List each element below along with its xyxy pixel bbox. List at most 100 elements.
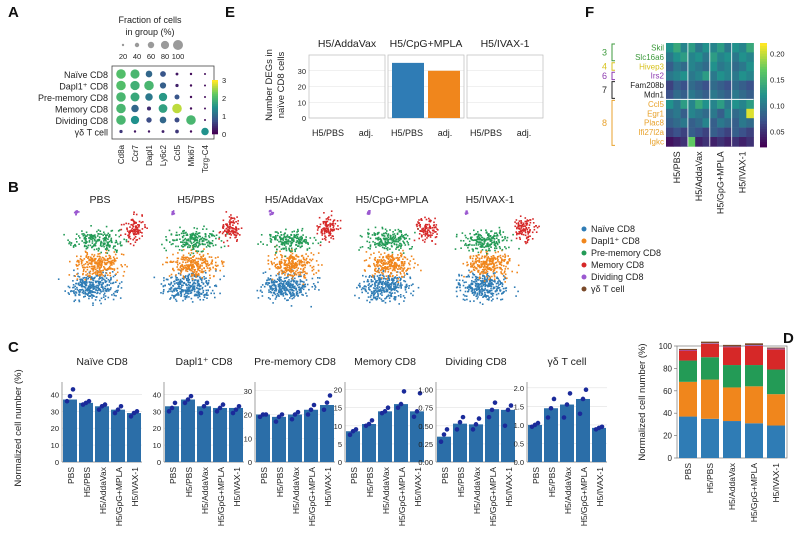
umap-cell <box>483 284 485 286</box>
umap-cell <box>382 227 384 229</box>
umap-cell <box>294 265 296 267</box>
umap-cell <box>101 284 103 286</box>
umap-cell <box>317 277 319 279</box>
umap-cell <box>362 275 364 277</box>
umap-cell <box>199 232 201 234</box>
umap-cell <box>107 248 109 250</box>
umap-cell <box>297 234 299 236</box>
x-tick-label: H5/AddaVax <box>381 466 391 514</box>
umap-cell <box>516 272 518 274</box>
umap-cell <box>201 269 203 271</box>
umap-cell <box>85 263 87 265</box>
umap-cell <box>405 287 407 289</box>
umap-cell <box>212 259 214 261</box>
umap-cell <box>417 228 419 230</box>
dotplot-dot <box>147 106 151 110</box>
umap-legend-marker <box>582 275 587 280</box>
umap-cell <box>362 246 364 248</box>
umap-cell <box>115 281 117 283</box>
umap-cell <box>491 290 493 292</box>
umap-cell <box>95 299 97 301</box>
umap-cell <box>464 244 466 246</box>
umap-cell <box>297 236 299 238</box>
x-tick-label: H5/PBS <box>275 467 285 498</box>
umap-cell <box>176 234 178 236</box>
umap-cell <box>95 296 97 298</box>
umap-cell <box>116 290 118 292</box>
umap-cell <box>361 289 363 291</box>
umap-cell <box>86 232 88 234</box>
umap-cell <box>171 274 173 276</box>
umap-cell <box>311 252 313 254</box>
umap-cell <box>497 282 499 284</box>
umap-cell <box>493 241 495 243</box>
umap-cell <box>264 286 266 288</box>
umap-cell <box>81 233 83 235</box>
umap-cell <box>385 278 387 280</box>
umap-cell <box>202 237 204 239</box>
y-tick-label: 0.5 <box>514 439 524 448</box>
umap-cell <box>384 239 386 241</box>
umap-cell <box>482 303 484 305</box>
umap-cell <box>324 233 326 235</box>
umap-cell <box>68 243 70 245</box>
umap-cell <box>265 284 267 286</box>
umap-cell <box>235 232 237 234</box>
umap-cell <box>204 278 206 280</box>
umap-cell <box>189 247 191 249</box>
umap-cell <box>201 263 203 265</box>
umap-cell <box>390 259 392 261</box>
umap-cell <box>465 291 467 293</box>
umap-cell <box>489 258 491 260</box>
umap-cell <box>320 241 322 243</box>
umap-cell <box>381 272 383 274</box>
umap-cell <box>99 233 101 235</box>
umap-cell <box>215 244 217 246</box>
umap-cell <box>277 232 279 234</box>
umap-cell <box>492 236 494 238</box>
umap-cell <box>280 290 282 292</box>
umap-cell <box>260 290 262 292</box>
umap-cell <box>296 234 298 236</box>
umap-cell <box>385 286 387 288</box>
umap-cell <box>273 262 275 264</box>
umap-cell <box>394 296 396 298</box>
colorbar-tick: 0 <box>222 130 226 139</box>
y-tick-label: 20 <box>298 83 306 92</box>
umap-cell <box>503 239 505 241</box>
umap-cell <box>275 298 277 300</box>
umap-cell <box>303 281 305 283</box>
bar <box>528 425 542 462</box>
umap-cell <box>228 245 230 247</box>
umap-cell <box>494 274 496 276</box>
umap-cell <box>203 248 205 250</box>
umap-cell <box>268 282 270 284</box>
umap-cell <box>314 288 316 290</box>
umap-cell <box>430 228 432 230</box>
umap-cell <box>178 293 180 295</box>
umap-cell <box>468 250 470 252</box>
umap-cell <box>476 244 478 246</box>
umap-cell <box>194 291 196 293</box>
umap-cell <box>482 245 484 247</box>
umap-cell <box>372 276 374 278</box>
umap-cell <box>410 260 412 262</box>
umap-cell <box>90 279 92 281</box>
umap-legend-label: Naïve CD8 <box>591 224 635 234</box>
umap-cell <box>488 248 490 250</box>
umap-cell <box>489 277 491 279</box>
umap-cell <box>186 295 188 297</box>
umap-cell <box>358 297 360 299</box>
x-tick-label: H5/GpG+MPLA <box>488 467 498 527</box>
umap-cell <box>80 256 82 258</box>
dotplot-col-label: Mki67 <box>187 144 196 166</box>
umap-cell <box>123 275 125 277</box>
umap-cell <box>183 230 185 232</box>
umap-cell <box>477 237 479 239</box>
umap-cell <box>381 287 383 289</box>
data-point <box>280 412 285 417</box>
umap-cell <box>288 243 290 245</box>
umap-cell <box>496 294 498 296</box>
umap-cell <box>284 262 286 264</box>
umap-cell <box>456 296 458 298</box>
